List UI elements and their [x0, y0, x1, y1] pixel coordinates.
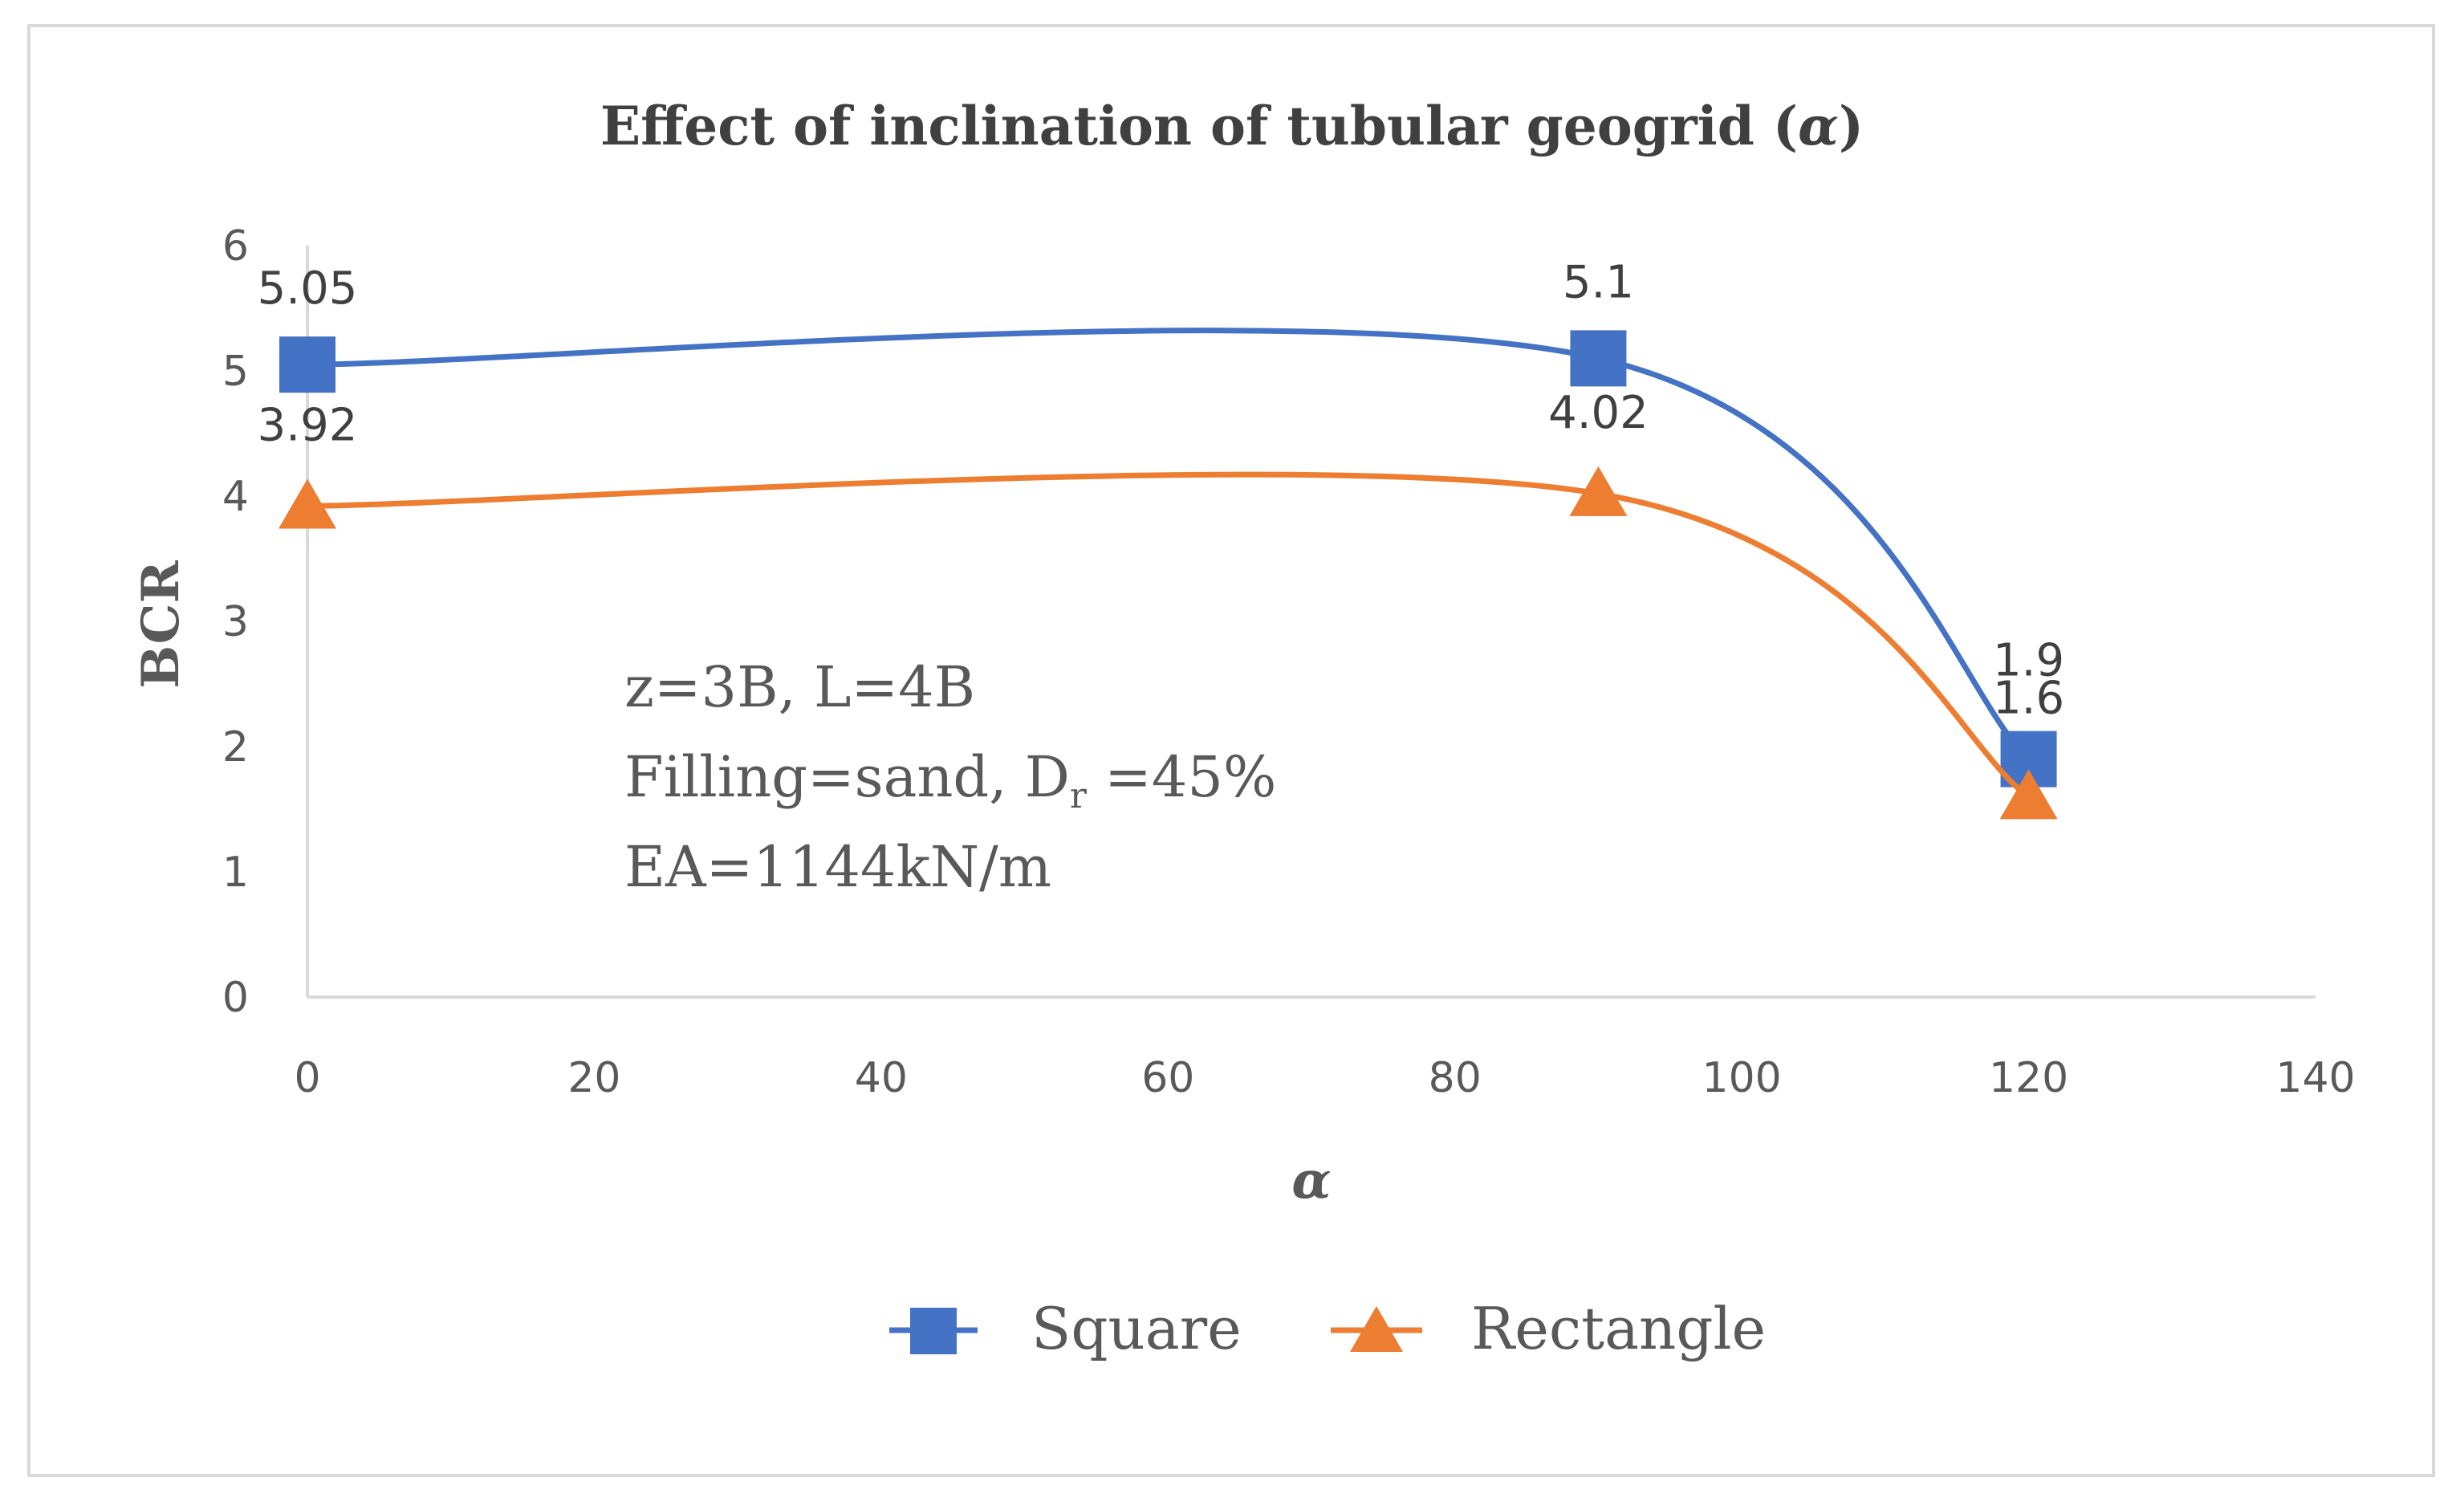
- x-tick-label: 80: [1429, 1054, 1482, 1102]
- data-label-rectangle: 3.92: [258, 399, 358, 451]
- x-tick-label: 20: [567, 1054, 620, 1102]
- y-tick-labels: 0 1 2 3 4 5 6: [222, 222, 249, 1022]
- legend: Square Rectangle: [889, 1295, 1766, 1362]
- data-label-square: 5.1: [1563, 256, 1634, 308]
- x-tick-label: 0: [294, 1054, 320, 1102]
- y-tick-label: 5: [222, 348, 249, 396]
- annotation-block: z=3B, L=4B Filling=sand, Dr =45% EA=1144…: [624, 654, 1276, 900]
- legend-label-rectangle: Rectangle: [1471, 1295, 1766, 1362]
- series-line-square: [304, 328, 2032, 763]
- y-tick-label: 1: [222, 849, 249, 897]
- data-label-rectangle: 4.02: [1548, 387, 1649, 439]
- chart-title: Effect of inclination of tubular geogrid…: [600, 95, 1864, 157]
- point-rectangle: [1569, 466, 1628, 516]
- annotation-line-2: Filling=sand, Dr =45%: [624, 744, 1276, 816]
- point-square: [1570, 330, 1627, 387]
- legend-rectangle-marker: [1350, 1306, 1403, 1352]
- legend-label-square: Square: [1031, 1295, 1242, 1362]
- y-tick-label: 0: [222, 974, 249, 1022]
- point-rectangle: [1999, 769, 2058, 820]
- series-layer: [279, 328, 2058, 820]
- legend-item-square: Square: [889, 1295, 1242, 1362]
- point-rectangle: [279, 478, 336, 529]
- x-tick-label: 120: [1989, 1054, 2068, 1102]
- x-tick-label: 40: [855, 1054, 908, 1102]
- y-tick-label: 4: [222, 473, 249, 521]
- series-line-rectangle: [304, 471, 2032, 800]
- x-tick-labels: 0 20 40 60 80 100 120 140: [294, 1054, 2355, 1102]
- y-axis-title: BCR: [131, 560, 191, 688]
- data-label-square: 1.9: [1993, 635, 2064, 687]
- x-tick-label: 60: [1141, 1054, 1194, 1102]
- data-label-rectangle: 1.6: [1993, 672, 2064, 724]
- y-tick-label: 6: [222, 222, 249, 271]
- x-tick-label: 100: [1702, 1054, 1782, 1102]
- y-tick-label: 2: [222, 723, 249, 771]
- point-square: [279, 336, 335, 393]
- y-tick-label: 3: [222, 598, 249, 646]
- annotation-line-1: z=3B, L=4B: [624, 654, 975, 720]
- data-label-layer: 5.05 5.1 1.9 3.92 4.02 1.6: [258, 256, 2064, 724]
- annotation-line-3: EA=1144kN/m: [624, 834, 1051, 900]
- data-label-square: 5.05: [258, 263, 358, 315]
- legend-square-marker: [910, 1308, 957, 1354]
- x-axis-title: α: [1291, 1150, 1331, 1211]
- x-tick-label: 140: [2275, 1054, 2355, 1102]
- legend-item-rectangle: Rectangle: [1331, 1295, 1766, 1362]
